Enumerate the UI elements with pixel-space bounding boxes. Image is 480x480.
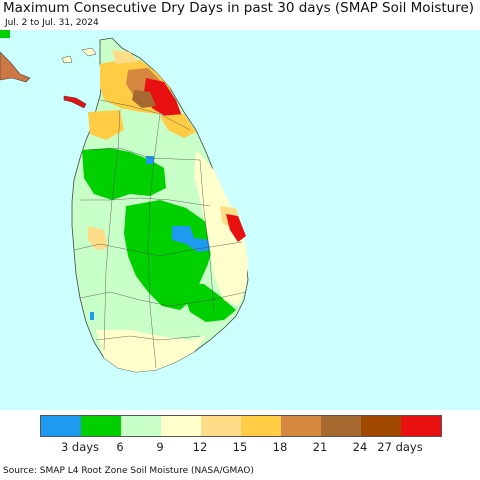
- legend-swatch: [281, 416, 321, 436]
- district-boundaries: [73, 99, 247, 369]
- source-credit: Source: SMAP L4 Root Zone Soil Moisture …: [3, 466, 254, 476]
- legend-swatch: [121, 416, 161, 436]
- west-green-zone: [82, 148, 166, 200]
- legend-tick-label: 6: [116, 440, 124, 454]
- legend-tick-label: 24: [352, 440, 368, 454]
- legend-swatch: [161, 416, 201, 436]
- legend-swatch: [81, 416, 121, 436]
- blue-cell-north: [146, 156, 154, 164]
- legend-swatch: [41, 416, 81, 436]
- north-light: [112, 50, 138, 64]
- legend-swatch: [361, 416, 401, 436]
- northeast-yellow: [160, 114, 196, 138]
- east-red: [226, 214, 246, 242]
- blue-cells: [172, 226, 212, 252]
- legend-swatch: [201, 416, 241, 436]
- legend-tick-label: 15: [232, 440, 248, 454]
- map-title: Maximum Consecutive Dry Days in past 30 …: [3, 0, 475, 16]
- legend-swatch: [241, 416, 281, 436]
- color-legend: 3 days 6 9 12 15 18 21 24 27 days: [0, 410, 480, 462]
- mannar-island: [63, 95, 87, 109]
- central-green-zone: [124, 200, 214, 310]
- legend-tick-label: 12: [192, 440, 208, 454]
- east-pale-zone: [194, 150, 248, 306]
- legend-tick-label: 18: [272, 440, 288, 454]
- legend-swatch: [401, 416, 441, 436]
- india-coast: [0, 51, 31, 83]
- legend-tick-label: 21: [312, 440, 328, 454]
- map-view[interactable]: [0, 30, 480, 410]
- legend-tick-label: 27 days: [377, 440, 423, 454]
- legend-swatch: [321, 416, 361, 436]
- legend-tick-label: 9: [156, 440, 164, 454]
- south-pale-zone: [96, 330, 206, 372]
- southeast-green-zone: [180, 284, 236, 322]
- northwest-yellow: [88, 110, 124, 140]
- green-cell-topleft: [0, 30, 10, 38]
- north-red: [144, 78, 182, 118]
- southwest-tan: [88, 226, 108, 250]
- blue-cell-west: [90, 312, 94, 320]
- legend-tick-label: 3 days: [60, 440, 100, 454]
- jaffna-islets: [81, 47, 97, 57]
- north-brown: [132, 90, 156, 108]
- date-range-subtitle: Jul. 2 to Jul. 31, 2024: [5, 18, 99, 28]
- delft-island: [61, 55, 73, 64]
- legend-swatches: [40, 415, 442, 437]
